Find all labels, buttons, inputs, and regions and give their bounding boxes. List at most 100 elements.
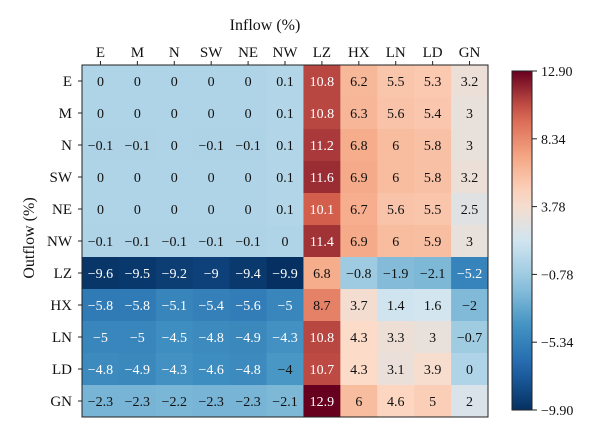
cell-value-label: 10.7 (310, 363, 335, 378)
heatmap-cell (82, 225, 120, 258)
column-tick-label: GN (459, 45, 481, 61)
cell-value-label: 6.8 (350, 139, 368, 154)
cell-value-label: 6.9 (350, 171, 368, 186)
heatmap-cell (229, 257, 268, 290)
heatmap-cell (377, 385, 415, 418)
cell-value-label: 5.3 (424, 75, 442, 90)
column-tick-label: LN (386, 45, 406, 61)
heatmap-cell (118, 97, 157, 130)
heatmap-cell (340, 289, 378, 322)
cell-value-label: 8.7 (313, 299, 331, 314)
cell-value-label: 5.5 (424, 203, 442, 218)
cell-value-label: 2 (466, 395, 473, 410)
cell-value-label: 0 (208, 75, 215, 90)
heatmap-cell (377, 321, 415, 354)
heatmap-cell (155, 65, 194, 98)
colorbar-tick-label: 3.78 (541, 201, 566, 216)
cell-value-label: −4.8 (235, 363, 260, 378)
heatmap-cell (414, 129, 452, 162)
cell-value-label: 5.8 (424, 171, 442, 186)
column-tick-label: N (169, 45, 180, 61)
heatmap-cell (377, 225, 415, 258)
cell-value-label: 10.8 (310, 331, 335, 346)
heatmap-cell (229, 321, 268, 354)
cell-value-label: 0 (134, 107, 141, 122)
cell-value-label: 12.9 (310, 395, 335, 410)
cell-value-label: 0 (97, 75, 104, 90)
row-tick-label: M (59, 106, 72, 122)
cell-value-label: 0.1 (276, 139, 294, 154)
heatmap-cell (303, 289, 341, 322)
heatmap-cell (451, 161, 489, 194)
heatmap-cell (451, 257, 489, 290)
colorbar-gradient (511, 70, 533, 411)
cell-value-label: 6 (392, 235, 399, 250)
heatmap-cell (414, 65, 452, 98)
heatmap-cell (377, 257, 415, 290)
heatmap-cell (303, 65, 341, 98)
heatmap-cell (377, 289, 415, 322)
colorbar-tick-label: −5.34 (541, 336, 573, 351)
cell-value-label: 0 (171, 139, 178, 154)
heatmap-cell (192, 193, 231, 226)
column-tick-label: HX (348, 45, 370, 61)
heatmap-cell (82, 65, 120, 98)
cell-value-label: 0 (245, 171, 252, 186)
heatmap-cell (377, 353, 415, 386)
cell-value-label: 4.3 (350, 331, 368, 346)
cell-value-label: −0.7 (457, 331, 482, 346)
heatmap-cell (340, 161, 378, 194)
heatmap-cell (340, 353, 378, 386)
row-tick-labels: EMN SW NE NW LZ HX LN LD GN (47, 74, 82, 410)
cell-value-label: 5 (429, 395, 436, 410)
heatmap-cell (340, 97, 378, 130)
cell-value-label: 0 (171, 75, 178, 90)
heatmap-cell (155, 289, 194, 322)
heatmap-cell (229, 385, 268, 418)
heatmap-cell (155, 353, 194, 386)
colorbar-tick-label: −0.78 (541, 268, 573, 283)
cell-value-label: −0.1 (198, 139, 223, 154)
cell-value-label: 3.7 (350, 299, 368, 314)
row-tick-label: SW (50, 170, 73, 186)
heatmap-cell (266, 97, 304, 130)
heatmap-cell (377, 161, 415, 194)
cell-value-label: 0 (466, 363, 473, 378)
heatmap-cell (192, 353, 231, 386)
heatmap-cell (266, 385, 304, 418)
cell-value-label: −2.2 (162, 395, 187, 410)
cell-value-label: 0.1 (276, 171, 294, 186)
heatmap-cell (303, 161, 341, 194)
heatmap-cell (229, 161, 268, 194)
heatmap-cell (303, 193, 341, 226)
cell-value-label: −4.5 (162, 331, 187, 346)
cell-value-label: −1.9 (383, 267, 408, 282)
cell-value-label: 4.6 (387, 395, 405, 410)
heatmap-cell (82, 129, 120, 162)
cell-value-label: 0 (245, 203, 252, 218)
cell-value-label: −4.3 (272, 331, 297, 346)
cell-value-label: 5.5 (387, 75, 405, 90)
heatmap-cell (340, 225, 378, 258)
cell-value-label: −2.1 (420, 267, 445, 282)
row-tick-label: E (63, 74, 72, 90)
heatmap-cell (118, 193, 157, 226)
heatmap-cell (266, 289, 304, 322)
heatmap-cell (229, 129, 268, 162)
heatmap-cell (192, 129, 231, 162)
cell-value-label: 6 (392, 139, 399, 154)
cell-value-label: 0 (134, 203, 141, 218)
cell-value-label: −9.2 (162, 267, 187, 282)
cell-value-label: 0.1 (276, 75, 294, 90)
cell-value-label: 0 (134, 171, 141, 186)
cell-value-label: 3 (466, 107, 473, 122)
heatmap-cell (414, 257, 452, 290)
heatmap-cell (82, 385, 120, 418)
heatmap-cell (266, 65, 304, 98)
cell-value-label: −2.1 (272, 395, 297, 410)
heatmap-cell (303, 321, 341, 354)
cell-value-label: −0.1 (235, 235, 260, 250)
cell-value-label: 6 (392, 171, 399, 186)
heatmap-cell (266, 225, 304, 258)
